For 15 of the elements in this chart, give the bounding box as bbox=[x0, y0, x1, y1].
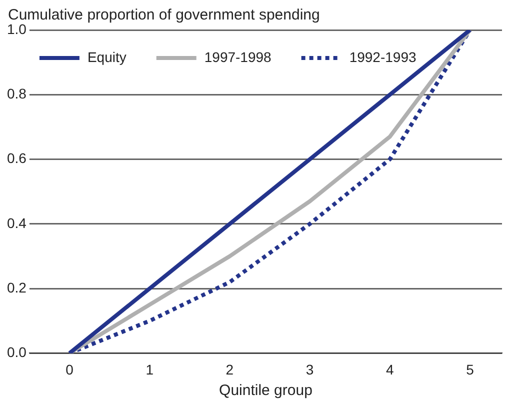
x-tick-label: 1 bbox=[146, 361, 154, 378]
legend-label: 1997-1998 bbox=[204, 48, 272, 65]
y-tick-label: 0.0 bbox=[6, 344, 27, 360]
x-tick-label: 0 bbox=[66, 361, 74, 378]
x-tick-label: 5 bbox=[466, 361, 474, 378]
x-axis-title: Quintile group bbox=[219, 382, 312, 400]
x-tick-label: 2 bbox=[226, 361, 234, 378]
legend-label: Equity bbox=[87, 48, 126, 65]
y-tick-label: 0.4 bbox=[6, 214, 27, 231]
y-tick-label: 0.6 bbox=[6, 150, 27, 166]
legend-label: 1992-1993 bbox=[349, 48, 416, 65]
x-tick-label: 4 bbox=[386, 361, 394, 378]
x-tick-label: 3 bbox=[306, 361, 314, 378]
y-tick-label: 0.8 bbox=[6, 86, 27, 102]
y-tick-label: 0.2 bbox=[6, 279, 27, 296]
